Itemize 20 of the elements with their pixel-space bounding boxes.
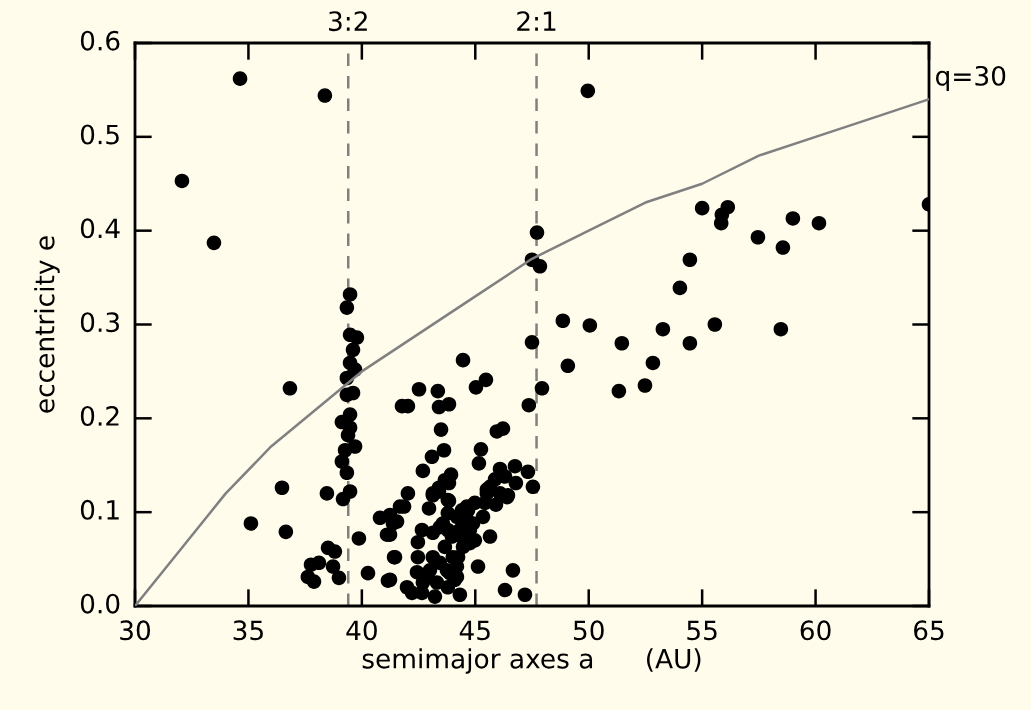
y-tick-label: 0.3 <box>80 312 119 333</box>
y-tick-label: 0.1 <box>80 499 119 520</box>
y-tick-label: 0.0 <box>80 593 120 614</box>
y-tick-label: 0.5 <box>80 124 119 145</box>
x-tick-label: 50 <box>573 620 604 641</box>
text: 2:1 <box>517 11 556 31</box>
y-tick-label: 0.6 <box>80 30 120 51</box>
x-tick-label: 35 <box>233 620 263 641</box>
x-tick-label: 40 <box>346 620 377 641</box>
x-tick-label: 65 <box>914 620 944 641</box>
x-axis-title: semimajor axes a (AU) <box>362 648 701 674</box>
text: 3:2 <box>329 11 367 32</box>
x-tick-label: 60 <box>800 620 831 641</box>
x-tick-label: 45 <box>459 620 490 641</box>
x-tick-label: 30 <box>120 620 151 641</box>
y-axis-title: eccentricity e <box>34 236 60 413</box>
y-tick-label: 0.4 <box>80 218 120 239</box>
y-tick-label: 0.2 <box>80 406 119 426</box>
x-tick-label: 55 <box>687 620 717 641</box>
annotation: q=30 <box>936 65 1006 91</box>
